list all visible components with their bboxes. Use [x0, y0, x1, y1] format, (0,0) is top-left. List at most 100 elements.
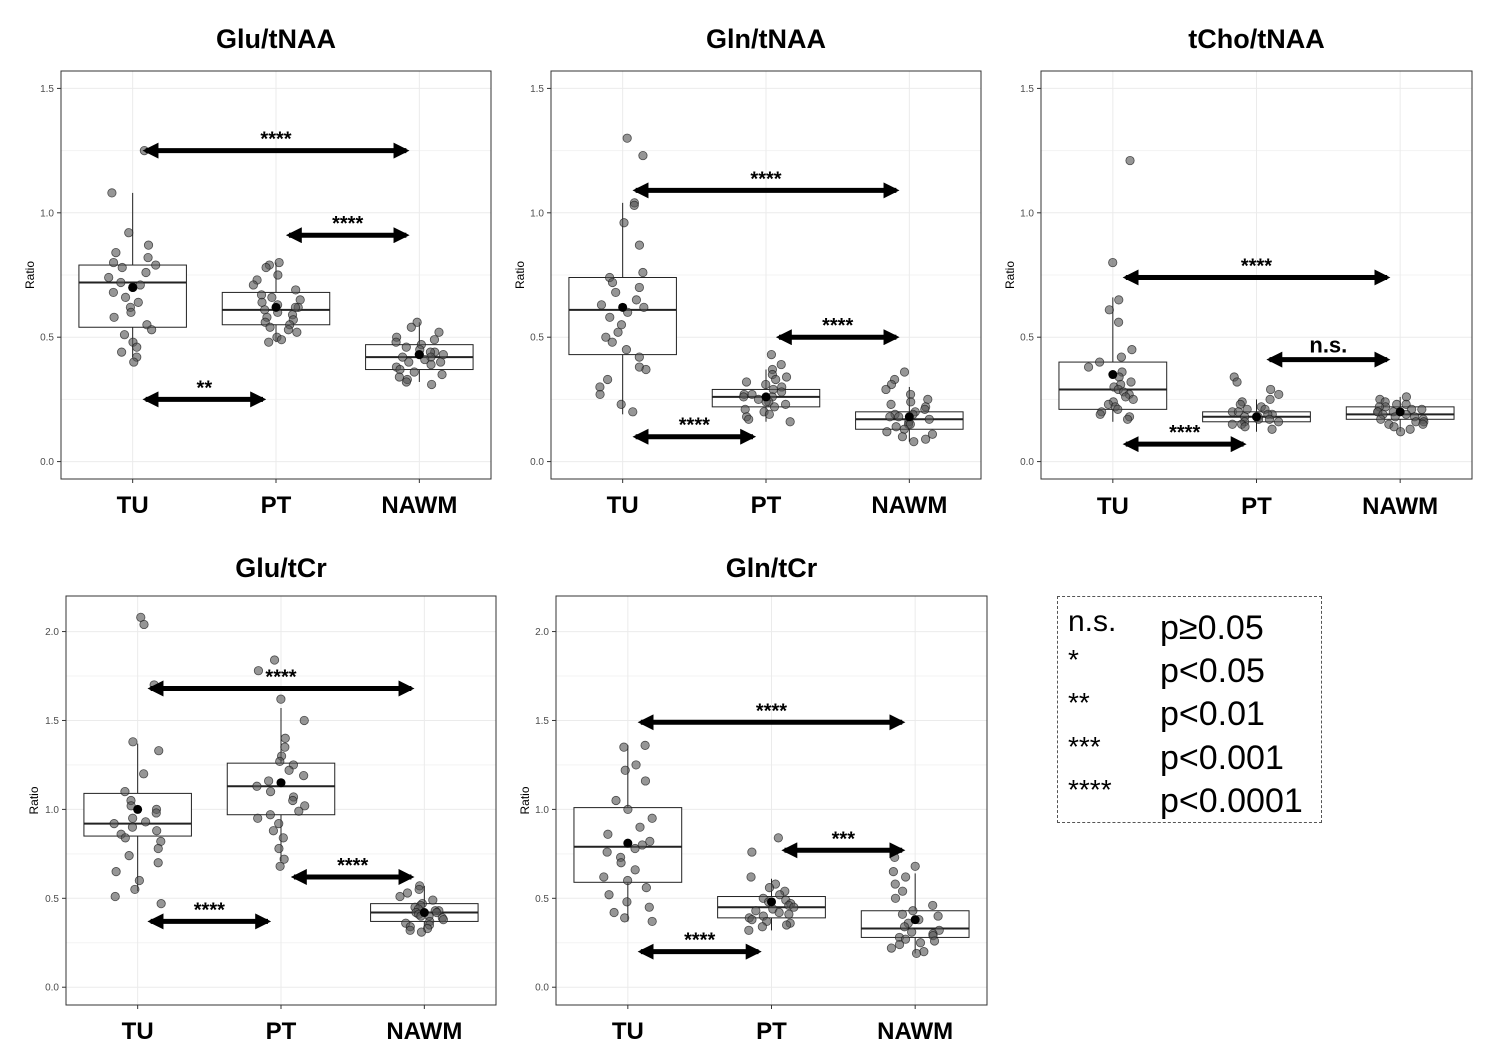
- data-point: [1114, 295, 1124, 305]
- legend-symbol: **: [1068, 687, 1090, 718]
- data-point: [119, 330, 130, 340]
- data-point: [899, 424, 909, 434]
- data-point: [784, 909, 794, 919]
- data-point: [604, 890, 614, 900]
- y-tick-label: 0.5: [535, 894, 549, 905]
- data-point: [156, 899, 166, 909]
- data-point: [747, 389, 757, 400]
- data-point: [1104, 305, 1114, 315]
- data-point: [434, 327, 444, 337]
- chart-panel: 0.0 0.5 1.0 1.5 2.0 Ratio Glu/tCr TU PT NAWM **** *…: [27, 553, 497, 1045]
- data-point: [414, 884, 424, 895]
- data-point: [894, 939, 905, 950]
- data-point: [602, 847, 612, 857]
- data-point: [265, 810, 275, 820]
- data-point: [1392, 399, 1402, 409]
- y-tick-label: 0.0: [1020, 457, 1034, 468]
- y-axis-label: Ratio: [23, 261, 37, 289]
- data-point: [888, 867, 898, 877]
- data-point: [776, 359, 786, 370]
- significance-label: ****: [1169, 422, 1200, 444]
- data-point: [294, 806, 304, 816]
- data-point: [151, 808, 161, 818]
- data-point: [391, 337, 401, 347]
- data-point: [1396, 427, 1406, 437]
- data-point: [776, 387, 787, 397]
- data-point: [428, 895, 438, 905]
- data-point: [141, 267, 151, 278]
- data-point: [274, 819, 284, 829]
- significance-label: ****: [332, 213, 363, 235]
- data-point: [280, 742, 290, 752]
- mean-point: [623, 838, 633, 848]
- data-point: [621, 345, 632, 355]
- data-point: [897, 886, 908, 896]
- data-point: [764, 409, 774, 419]
- data-point: [623, 875, 633, 886]
- data-point: [605, 312, 615, 322]
- data-point: [622, 133, 632, 143]
- data-point: [890, 893, 901, 903]
- significance-label: ****: [265, 666, 296, 688]
- data-point: [894, 412, 904, 422]
- data-point: [1389, 422, 1399, 432]
- significance-label: n.s.: [1309, 333, 1347, 358]
- data-point: [253, 666, 264, 676]
- mean-point: [414, 350, 424, 360]
- significance-label: ****: [750, 168, 781, 190]
- data-point: [151, 260, 161, 270]
- x-tick-label: NAWM: [871, 492, 947, 519]
- data-point: [1273, 417, 1284, 427]
- significance-label: ***: [832, 828, 856, 850]
- data-point: [901, 872, 911, 882]
- data-point: [907, 927, 917, 937]
- data-point: [920, 404, 930, 414]
- data-point: [620, 913, 630, 923]
- data-point: [769, 402, 780, 412]
- data-point: [781, 920, 792, 930]
- data-point: [1128, 394, 1138, 404]
- data-point: [117, 347, 127, 357]
- data-point: [432, 907, 442, 918]
- data-point: [771, 374, 781, 385]
- data-point: [924, 414, 934, 424]
- data-point: [397, 352, 408, 362]
- data-point: [634, 240, 645, 250]
- data-point: [774, 907, 784, 918]
- data-point: [747, 847, 757, 857]
- data-point: [129, 357, 139, 367]
- data-point: [789, 902, 799, 912]
- x-tick-label: TU: [1097, 493, 1129, 520]
- data-point: [637, 840, 647, 850]
- data-point: [292, 327, 302, 337]
- legend-symbol: *: [1068, 644, 1079, 675]
- data-point: [401, 377, 411, 387]
- x-tick-label: PT: [751, 492, 782, 519]
- data-point: [261, 262, 271, 273]
- data-point: [886, 943, 897, 953]
- data-point: [438, 915, 448, 925]
- mean-point: [1108, 370, 1118, 380]
- legend-p-value: p<0.001: [1160, 739, 1284, 777]
- x-tick-label: TU: [612, 1018, 644, 1045]
- y-tick-label: 0.0: [530, 457, 544, 468]
- data-point: [613, 327, 623, 337]
- data-point: [264, 776, 274, 786]
- y-tick-label: 1.5: [535, 716, 549, 727]
- data-point: [299, 715, 309, 726]
- data-point: [110, 891, 120, 902]
- data-point: [1405, 424, 1415, 434]
- data-point: [1116, 352, 1126, 362]
- data-point: [1240, 422, 1250, 432]
- mean-point: [276, 778, 286, 788]
- data-point: [757, 922, 767, 932]
- box-iqr: [78, 264, 187, 328]
- x-tick-label: TU: [122, 1018, 154, 1045]
- significance-label: ****: [822, 315, 853, 337]
- y-tick-label: 1.5: [40, 84, 54, 95]
- data-point: [128, 737, 138, 747]
- data-point: [611, 287, 621, 298]
- data-point: [1376, 414, 1386, 424]
- data-point: [120, 787, 130, 797]
